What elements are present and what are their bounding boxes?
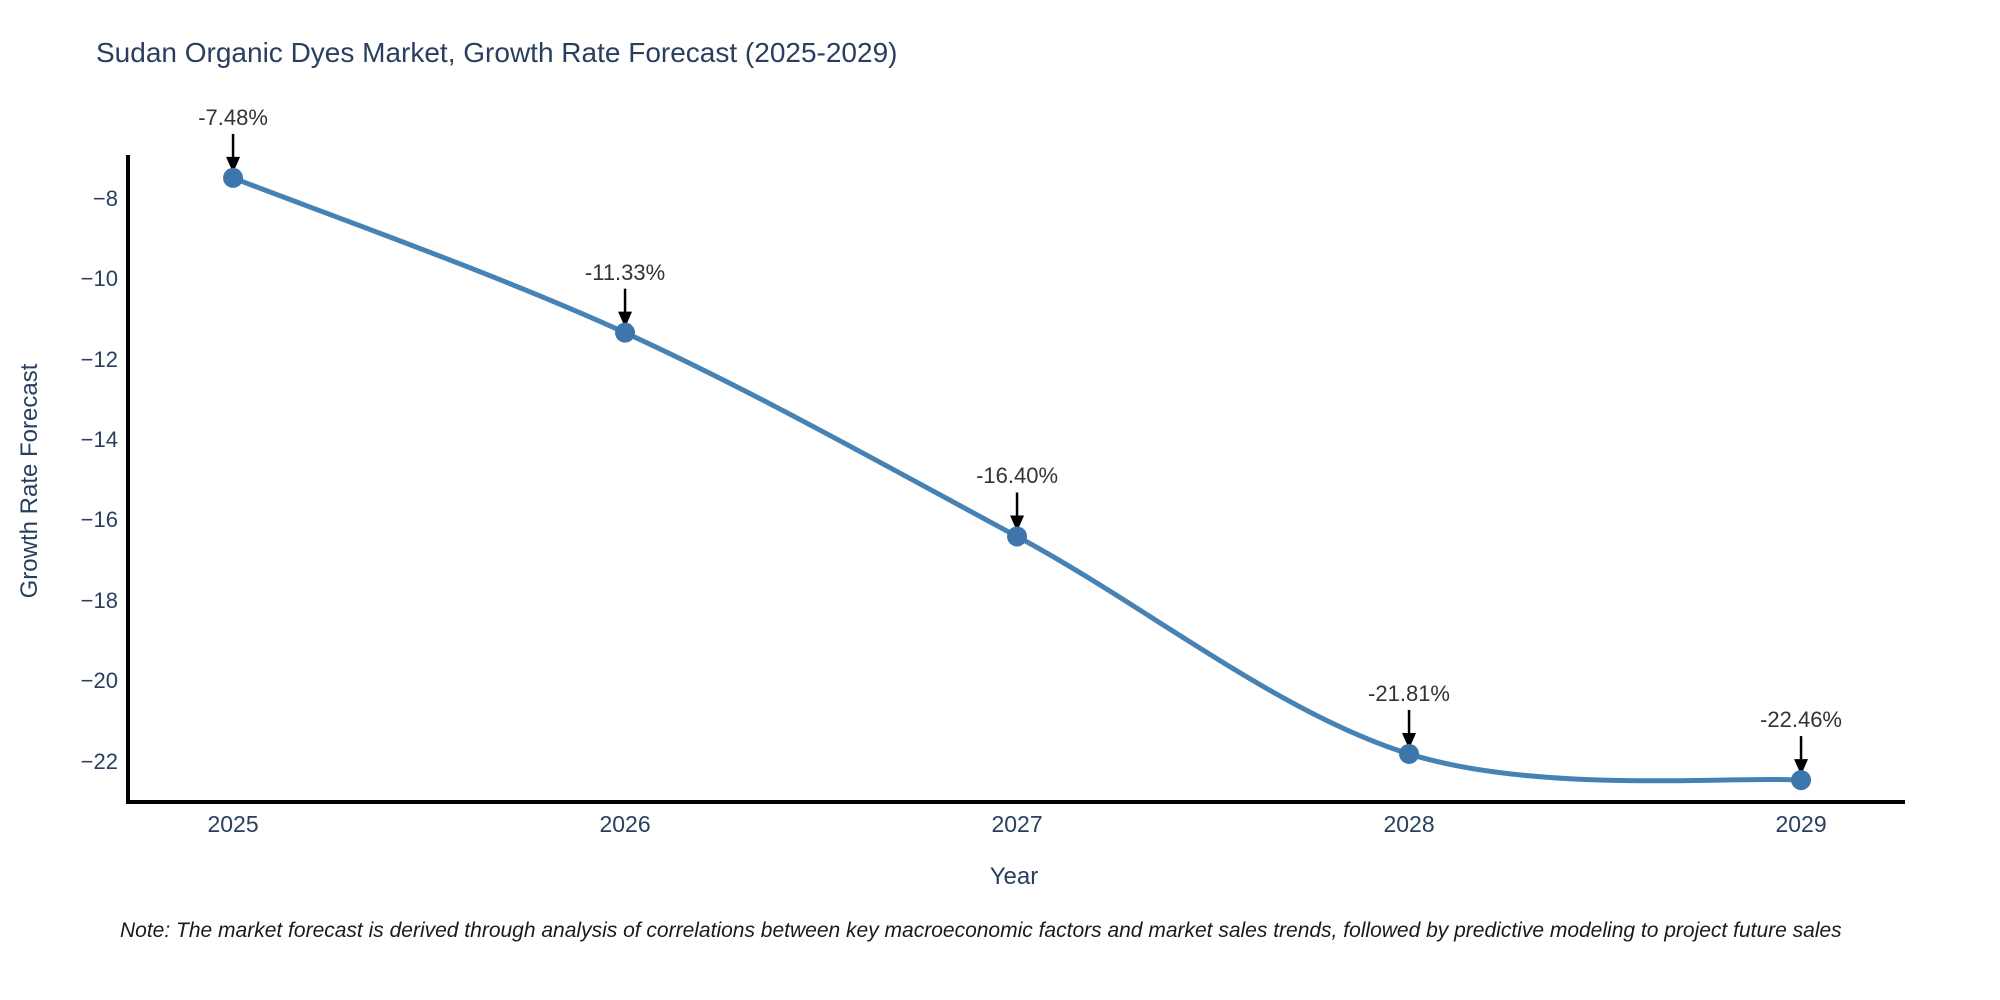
data-point-label: -11.33%	[584, 259, 666, 285]
x-tick-label: 2028	[1383, 811, 1435, 837]
x-tick-label: 2027	[991, 811, 1043, 837]
x-axis-line	[126, 800, 1905, 804]
data-point-marker	[1007, 526, 1028, 547]
x-tick-label: 2026	[599, 811, 651, 837]
y-tick-label: −20	[80, 668, 118, 694]
y-tick-label: −16	[80, 507, 118, 533]
annotation-arrowhead-icon	[1010, 515, 1025, 532]
x-tick-label: 2029	[1775, 811, 1827, 837]
data-point-marker	[223, 167, 244, 188]
data-point-label: -21.81%	[1368, 680, 1451, 706]
data-point-label: -22.46%	[1760, 707, 1843, 733]
annotation-arrowhead-icon	[1794, 759, 1809, 776]
data-point-marker	[615, 322, 636, 343]
data-point-marker	[1399, 743, 1420, 764]
y-axis-line	[126, 155, 130, 804]
annotation-arrowhead-icon	[618, 311, 633, 328]
x-axis-title: Year	[989, 863, 1039, 890]
annotation-arrowhead-icon	[226, 156, 241, 173]
y-tick-label: −8	[92, 185, 118, 211]
annotation-arrowhead-icon	[1402, 732, 1417, 749]
y-tick-label: −22	[80, 748, 118, 774]
y-tick-label: −10	[80, 266, 118, 292]
x-tick-label: 2025	[207, 811, 259, 837]
data-point-marker	[1791, 770, 1812, 791]
y-tick-label: −18	[80, 587, 118, 613]
chart-title: Sudan Organic Dyes Market, Growth Rate F…	[96, 37, 898, 68]
y-tick-label: −14	[80, 426, 118, 452]
data-point-label: -16.40%	[976, 463, 1059, 489]
y-tick-label: −12	[80, 346, 118, 372]
data-point-label: -7.48%	[198, 104, 268, 130]
footnote: Note: The market forecast is derived thr…	[120, 919, 1842, 942]
